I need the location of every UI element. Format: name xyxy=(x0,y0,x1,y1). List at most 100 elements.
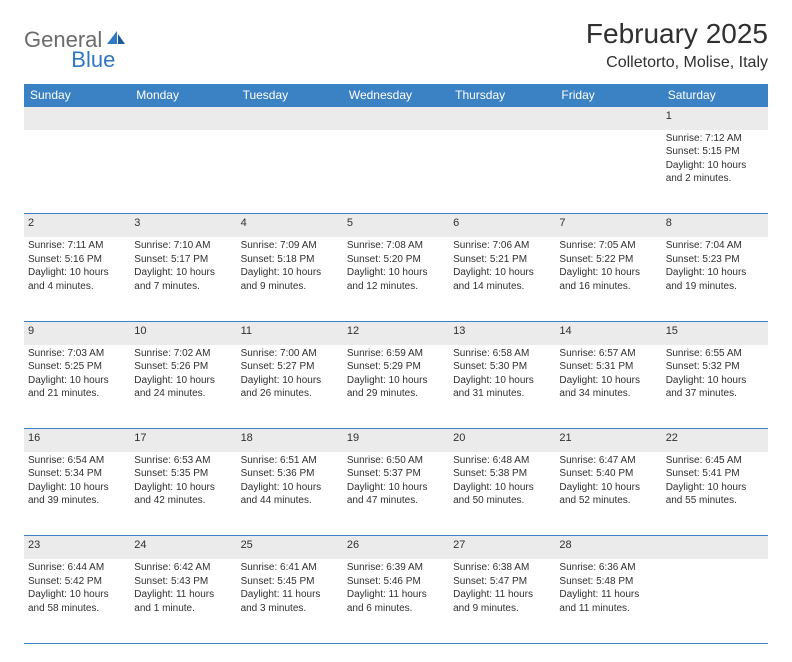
day-number-cell: 5 xyxy=(343,214,449,237)
day-number: 11 xyxy=(241,325,252,337)
day-number: 18 xyxy=(241,432,253,444)
day-number-cell: 13 xyxy=(449,321,555,344)
daylight-line-2: and 21 minutes. xyxy=(28,387,126,401)
calendar-page: General Blue February 2025 Colletorto, M… xyxy=(0,0,792,662)
day-number: 7 xyxy=(559,217,565,229)
day-cell: Sunrise: 7:03 AMSunset: 5:25 PMDaylight:… xyxy=(24,345,130,429)
daylight-line-2: and 34 minutes. xyxy=(559,387,657,401)
weekday-header: Sunday xyxy=(24,84,130,107)
week-body-row: Sunrise: 6:54 AMSunset: 5:34 PMDaylight:… xyxy=(24,452,768,536)
sunset-line: Sunset: 5:23 PM xyxy=(666,253,764,267)
daylight-line-2: and 19 minutes. xyxy=(666,280,764,294)
daylight-line-1: Daylight: 10 hours xyxy=(347,481,445,495)
day-number: 8 xyxy=(666,217,672,229)
day-number: 25 xyxy=(241,539,253,551)
day-cell: Sunrise: 6:36 AMSunset: 5:48 PMDaylight:… xyxy=(555,559,661,643)
sunset-line: Sunset: 5:22 PM xyxy=(559,253,657,267)
daylight-line-2: and 14 minutes. xyxy=(453,280,551,294)
sunrise-line: Sunrise: 6:45 AM xyxy=(666,454,764,468)
daylight-line-2: and 7 minutes. xyxy=(134,280,232,294)
sunset-line: Sunset: 5:42 PM xyxy=(28,575,126,589)
day-number-cell xyxy=(237,107,343,130)
daylight-line-1: Daylight: 11 hours xyxy=(453,588,551,602)
day-cell: Sunrise: 7:11 AMSunset: 5:16 PMDaylight:… xyxy=(24,237,130,321)
day-cell: Sunrise: 7:04 AMSunset: 5:23 PMDaylight:… xyxy=(662,237,768,321)
week-body-row: Sunrise: 7:11 AMSunset: 5:16 PMDaylight:… xyxy=(24,237,768,321)
sunrise-line: Sunrise: 7:00 AM xyxy=(241,347,339,361)
logo: General Blue xyxy=(24,18,151,62)
day-cell: Sunrise: 6:55 AMSunset: 5:32 PMDaylight:… xyxy=(662,345,768,429)
location: Colletorto, Molise, Italy xyxy=(586,54,768,72)
daylight-line-2: and 12 minutes. xyxy=(347,280,445,294)
week-body-row: Sunrise: 6:44 AMSunset: 5:42 PMDaylight:… xyxy=(24,559,768,643)
day-number: 20 xyxy=(453,432,465,444)
weekday-header: Friday xyxy=(555,84,661,107)
daylight-line-2: and 50 minutes. xyxy=(453,494,551,508)
sunset-line: Sunset: 5:43 PM xyxy=(134,575,232,589)
day-number-cell: 18 xyxy=(237,429,343,452)
day-number: 16 xyxy=(28,432,40,444)
sunrise-line: Sunrise: 6:57 AM xyxy=(559,347,657,361)
month-title: February 2025 xyxy=(586,18,768,50)
day-number-cell: 12 xyxy=(343,321,449,344)
sunrise-line: Sunrise: 6:41 AM xyxy=(241,561,339,575)
day-number: 2 xyxy=(28,217,34,229)
weekday-header: Thursday xyxy=(449,84,555,107)
day-number: 3 xyxy=(134,217,140,229)
sunrise-line: Sunrise: 7:08 AM xyxy=(347,239,445,253)
sunrise-line: Sunrise: 6:36 AM xyxy=(559,561,657,575)
weekday-header: Tuesday xyxy=(237,84,343,107)
daylight-line-2: and 26 minutes. xyxy=(241,387,339,401)
daylight-line-2: and 9 minutes. xyxy=(241,280,339,294)
day-number-cell xyxy=(555,107,661,130)
day-cell: Sunrise: 7:08 AMSunset: 5:20 PMDaylight:… xyxy=(343,237,449,321)
day-cell xyxy=(662,559,768,643)
day-number: 1 xyxy=(666,110,672,122)
daylight-line-1: Daylight: 10 hours xyxy=(559,374,657,388)
sunset-line: Sunset: 5:29 PM xyxy=(347,360,445,374)
day-number: 22 xyxy=(666,432,678,444)
sunrise-line: Sunrise: 6:42 AM xyxy=(134,561,232,575)
sunrise-line: Sunrise: 7:09 AM xyxy=(241,239,339,253)
sunset-line: Sunset: 5:34 PM xyxy=(28,467,126,481)
daylight-line-1: Daylight: 10 hours xyxy=(453,374,551,388)
header: General Blue February 2025 Colletorto, M… xyxy=(24,18,768,72)
day-number-cell: 21 xyxy=(555,429,661,452)
day-number: 12 xyxy=(347,325,359,337)
day-number-cell: 20 xyxy=(449,429,555,452)
daylight-line-1: Daylight: 10 hours xyxy=(28,481,126,495)
sunset-line: Sunset: 5:38 PM xyxy=(453,467,551,481)
day-number: 6 xyxy=(453,217,459,229)
daylight-line-1: Daylight: 11 hours xyxy=(559,588,657,602)
daylight-line-1: Daylight: 10 hours xyxy=(666,481,764,495)
day-cell xyxy=(130,130,236,214)
day-number-cell: 23 xyxy=(24,536,130,559)
sunrise-line: Sunrise: 6:58 AM xyxy=(453,347,551,361)
day-number: 28 xyxy=(559,539,571,551)
sunrise-line: Sunrise: 6:53 AM xyxy=(134,454,232,468)
sunrise-line: Sunrise: 7:03 AM xyxy=(28,347,126,361)
sunrise-line: Sunrise: 6:51 AM xyxy=(241,454,339,468)
daylight-line-1: Daylight: 10 hours xyxy=(347,374,445,388)
day-cell: Sunrise: 7:06 AMSunset: 5:21 PMDaylight:… xyxy=(449,237,555,321)
day-number: 23 xyxy=(28,539,40,551)
sunset-line: Sunset: 5:46 PM xyxy=(347,575,445,589)
sunset-line: Sunset: 5:32 PM xyxy=(666,360,764,374)
daylight-line-1: Daylight: 10 hours xyxy=(666,159,764,173)
day-cell: Sunrise: 6:47 AMSunset: 5:40 PMDaylight:… xyxy=(555,452,661,536)
sunset-line: Sunset: 5:40 PM xyxy=(559,467,657,481)
title-block: February 2025 Colletorto, Molise, Italy xyxy=(586,18,768,72)
day-number: 14 xyxy=(559,325,571,337)
day-number-cell: 15 xyxy=(662,321,768,344)
sunrise-line: Sunrise: 7:11 AM xyxy=(28,239,126,253)
day-number-cell: 19 xyxy=(343,429,449,452)
daylight-line-2: and 9 minutes. xyxy=(453,602,551,616)
day-number-cell: 16 xyxy=(24,429,130,452)
daylight-line-2: and 37 minutes. xyxy=(666,387,764,401)
sunrise-line: Sunrise: 7:05 AM xyxy=(559,239,657,253)
daylight-line-2: and 29 minutes. xyxy=(347,387,445,401)
sunset-line: Sunset: 5:36 PM xyxy=(241,467,339,481)
daynum-row: 2345678 xyxy=(24,214,768,237)
day-cell: Sunrise: 7:10 AMSunset: 5:17 PMDaylight:… xyxy=(130,237,236,321)
day-number-cell: 6 xyxy=(449,214,555,237)
